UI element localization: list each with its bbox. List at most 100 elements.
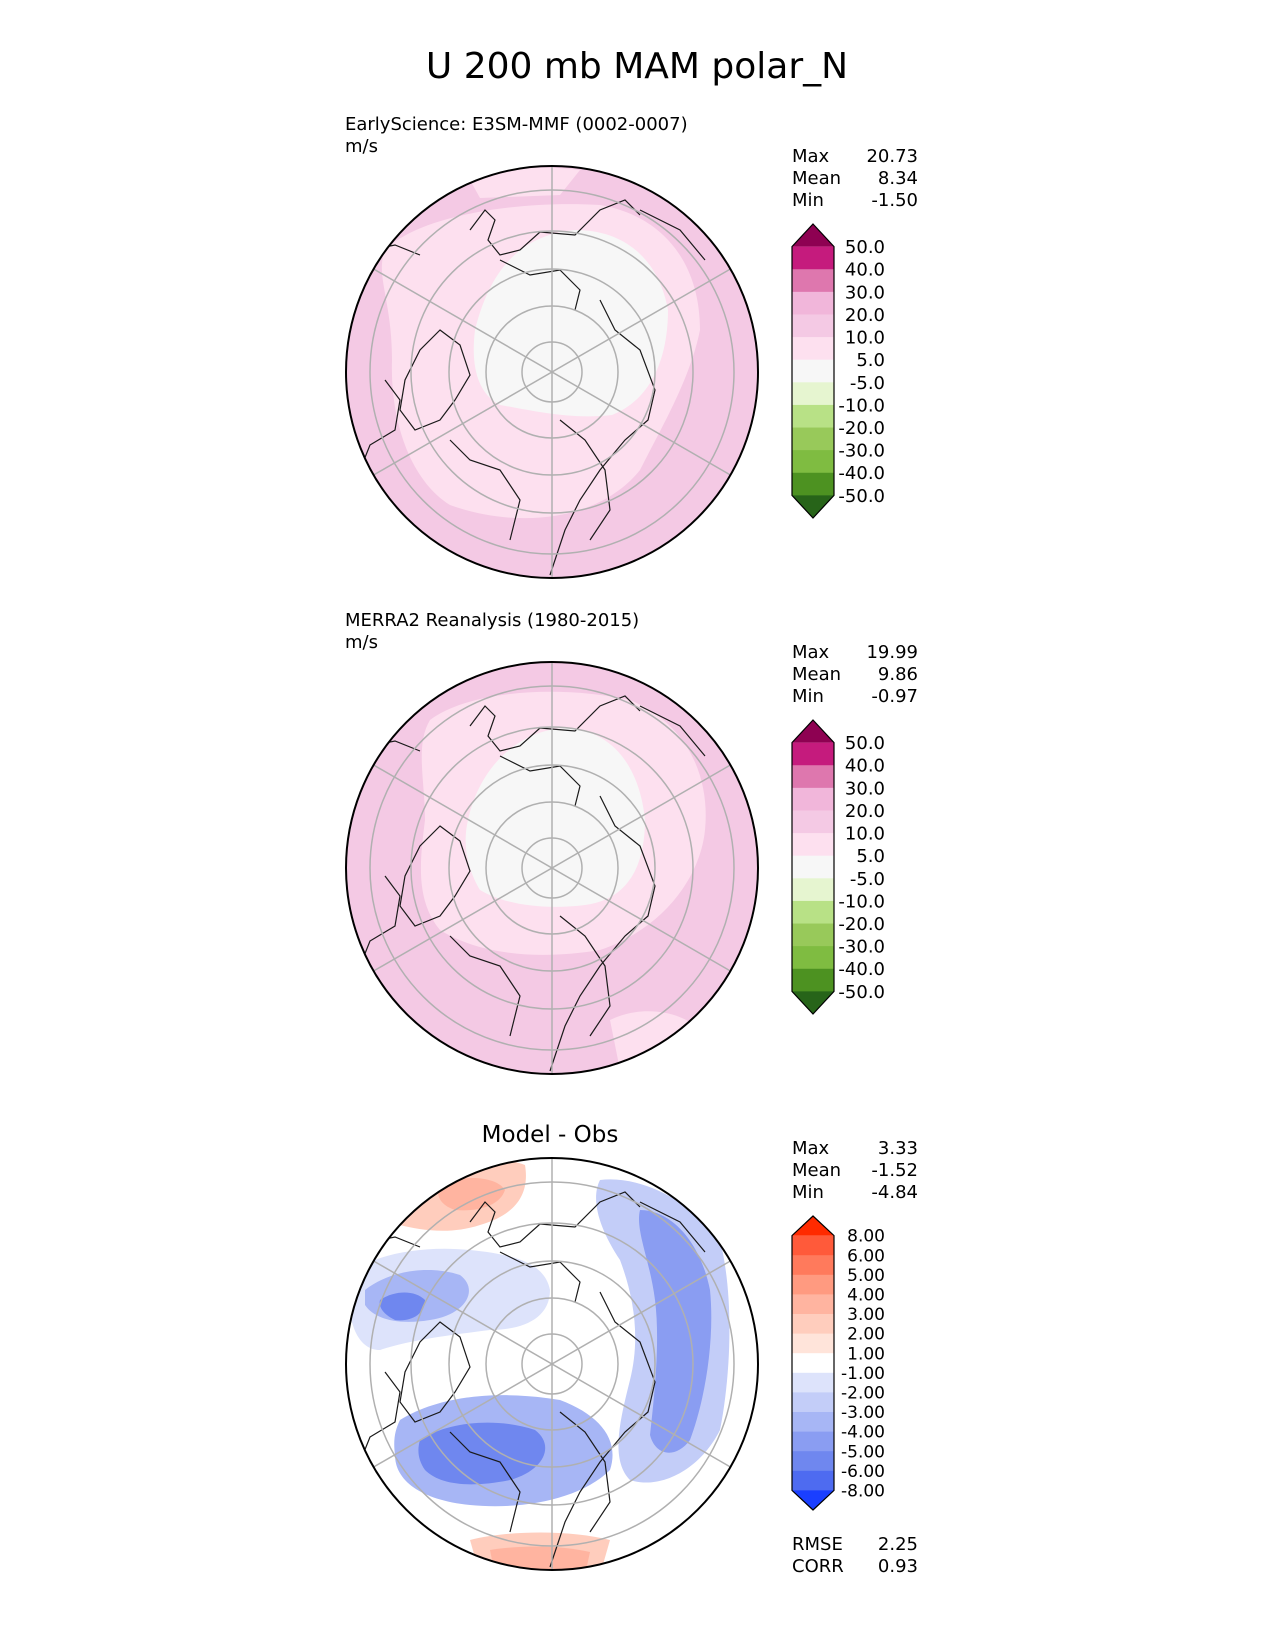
panel-diff-colorbar-tick-label: 5.00 <box>847 1266 885 1286</box>
panel-diff-colorbar-tick-label: 3.00 <box>847 1305 885 1325</box>
panel-obs-colorbar-segment-4 <box>792 810 834 834</box>
panel-model-max-value: 20.73 <box>866 146 918 167</box>
panel-obs-colorbar-tick-label: -10.0 <box>838 891 885 912</box>
panel-diff-colorbar-tick-label: 6.00 <box>847 1246 885 1266</box>
panel-diff-colorbar-segment-0 <box>792 1216 834 1236</box>
panel-diff-map <box>346 1158 758 1570</box>
panel-diff-colorbar-segment-10 <box>792 1412 834 1433</box>
panel-model-colorbar-segment-0 <box>792 224 834 247</box>
panel-diff-max-label: Max <box>792 1138 830 1159</box>
panel-diff-colorbar-segment-13 <box>792 1470 834 1491</box>
panel-diff-colorbar-segment-11 <box>792 1431 834 1452</box>
panel-model-colorbar-segment-12 <box>792 495 834 518</box>
panel-diff-map-frame <box>345 1157 759 1571</box>
panel-obs-colorbar-segment-2 <box>792 765 834 789</box>
panel-obs-colorbar-tick-label: -40.0 <box>838 959 885 980</box>
panel-model-min-value: -1.50 <box>871 190 918 211</box>
panel-obs-colorbar-tick-label: -50.0 <box>838 982 885 1003</box>
panel-model-mean-label: Mean <box>792 168 841 189</box>
panel-model-map <box>346 166 758 578</box>
panel-obs-colorbar-segment-1 <box>792 742 834 766</box>
panel-obs-graticule <box>369 662 735 1074</box>
panel-obs-map-frame <box>345 661 759 1075</box>
panel-model-colorbar-tick-label: -40.0 <box>838 463 885 484</box>
panel-obs-colorbar-tick-label: 40.0 <box>845 756 885 777</box>
panel-diff-colorbar-segment-4 <box>792 1294 834 1315</box>
panel-obs-colorbar-tick-label: 10.0 <box>845 824 885 845</box>
panel-diff-corr-value: 0.93 <box>878 1556 918 1577</box>
panel-diff-mean-label: Mean <box>792 1160 841 1181</box>
panel-diff-rmse-label: RMSE <box>792 1534 843 1555</box>
panel-obs-colorbar-tick-label: 20.0 <box>845 801 885 822</box>
panel-obs: MERRA2 Reanalysis (1980-2015) m/s <box>345 610 918 1075</box>
panel-model-colorbar-tick-label: 40.0 <box>845 260 885 281</box>
panel-model-colorbar-tick-label: -10.0 <box>838 395 885 416</box>
panel-obs-subtitle: MERRA2 Reanalysis (1980-2015) <box>345 610 639 631</box>
panel-model-map-frame <box>345 165 759 579</box>
panel-model-colorbar-tick-label: 30.0 <box>845 282 885 303</box>
panel-obs-colorbar-tick-label: 30.0 <box>845 778 885 799</box>
panel-diff-min-value: -4.84 <box>871 1182 918 1203</box>
panel-diff-colorbar-tick-label: -2.00 <box>841 1384 885 1404</box>
panel-model-colorbar-segment-8 <box>792 404 834 429</box>
panel-diff-colorbar-segment-5 <box>792 1314 834 1335</box>
panel-model-min-label: Min <box>792 190 824 211</box>
panel-obs-colorbar-segment-3 <box>792 787 834 812</box>
panel-obs-colorbar-segment-5 <box>792 833 834 857</box>
panel-model-max-label: Max <box>792 146 830 167</box>
panel-model-colorbar-tick-label: 5.0 <box>856 350 885 371</box>
panel-model-colorbar-tick-label: -30.0 <box>838 441 885 462</box>
panel-model-colorbar-outline <box>791 223 835 519</box>
panel-diff-colorbar-segment-1 <box>792 1235 834 1256</box>
panel-diff-colorbar-outline <box>791 1215 835 1511</box>
panel-model-colorbar-segment-5 <box>792 337 834 361</box>
panel-diff-colorbar-tick-label: 2.00 <box>847 1325 885 1345</box>
panel-diff-colorbar-tick-label: 1.00 <box>847 1344 885 1364</box>
panel-obs-mean-value: 9.86 <box>878 664 918 685</box>
panel-diff-max-value: 3.33 <box>878 1138 918 1159</box>
panel-diff-colorbar-tick-label: -5.00 <box>841 1442 885 1462</box>
panel-model-colorbar-tick-label: 20.0 <box>845 305 885 326</box>
panel-model: EarlyScience: E3SM-MMF (0002-0007) m/s <box>345 114 918 579</box>
panel-diff-colorbar-tick-label: 4.00 <box>847 1286 885 1306</box>
panel-obs-map <box>346 662 758 1074</box>
panel-model-colorbar-segment-11 <box>792 472 834 496</box>
figure-title: U 200 mb MAM polar_N <box>426 46 848 87</box>
panel-obs-mean-label: Mean <box>792 664 841 685</box>
panel-obs-colorbar-tick-label: -30.0 <box>838 937 885 958</box>
panel-model-colorbar-tick-label: -20.0 <box>838 418 885 439</box>
panel-obs-colorbar-segment-9 <box>792 923 834 947</box>
panel-obs-colorbar-segment-8 <box>792 900 834 925</box>
panel-model-colorbar-segment-3 <box>792 291 834 316</box>
panel-diff: Model - Obs <box>345 1122 918 1577</box>
panel-model-colorbar: 50.040.030.020.010.05.0-5.0-10.0-20.0-30… <box>791 223 885 519</box>
panel-obs-colorbar-segment-10 <box>792 946 834 970</box>
panel-obs-colorbar-tick-label: -5.0 <box>850 869 885 890</box>
panel-diff-colorbar-segment-7 <box>792 1353 834 1374</box>
panel-diff-title: Model - Obs <box>482 1122 619 1148</box>
panel-model-colorbar-segment-9 <box>792 427 834 451</box>
panel-obs-colorbar-segment-0 <box>792 720 834 743</box>
panel-diff-colorbar-segment-6 <box>792 1333 834 1354</box>
panel-obs-units: m/s <box>345 632 378 653</box>
panel-model-colorbar-segment-2 <box>792 269 834 293</box>
panel-obs-max-value: 19.99 <box>866 642 918 663</box>
panel-model-colorbar-segment-4 <box>792 314 834 338</box>
panel-diff-mean-value: -1.52 <box>871 1160 918 1181</box>
panel-obs-colorbar-tick-label: 5.0 <box>856 846 885 867</box>
panel-obs-colorbar: 50.040.030.020.010.05.0-5.0-10.0-20.0-30… <box>791 719 885 1015</box>
panel-diff-corr-label: CORR <box>792 1556 844 1577</box>
panel-model-colorbar-segment-1 <box>792 246 834 270</box>
panel-obs-colorbar-segment-6 <box>792 855 834 879</box>
panel-diff-colorbar-tick-label: -3.00 <box>841 1403 885 1423</box>
panel-diff-colorbar: 8.006.005.004.003.002.001.00-1.00-2.00-3… <box>791 1215 885 1511</box>
panel-obs-colorbar-segment-7 <box>792 878 834 902</box>
panel-diff-colorbar-tick-label: 8.00 <box>847 1227 885 1247</box>
panel-diff-rmse-value: 2.25 <box>878 1534 918 1555</box>
panel-model-colorbar-segment-10 <box>792 450 834 474</box>
panel-obs-colorbar-segment-12 <box>792 991 834 1014</box>
panel-obs-colorbar-tick-label: 50.0 <box>845 733 885 754</box>
panel-model-graticule <box>369 166 735 578</box>
panel-obs-colorbar-segment-11 <box>792 968 834 992</box>
